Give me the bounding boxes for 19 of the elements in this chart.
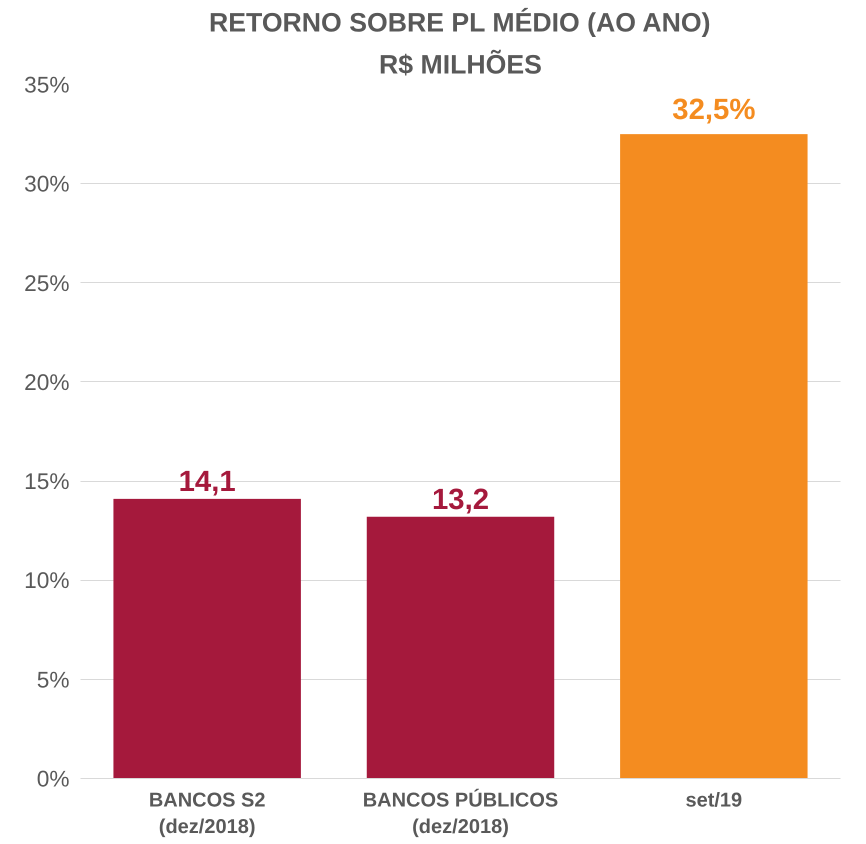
y-tick-label: 20%	[24, 368, 70, 395]
x-tick-label: set/19	[685, 790, 742, 812]
chart-subtitle: R$ MILHÕES	[379, 50, 542, 80]
bar	[620, 134, 808, 778]
data-label: 32,5%	[672, 93, 756, 126]
x-tick-label: BANCOS S2 (dez/2018)	[148, 790, 266, 838]
bar	[113, 498, 301, 778]
y-tick-label: 0%	[36, 766, 70, 792]
data-label: 14,1	[178, 464, 236, 498]
y-tick-label: 10%	[24, 567, 70, 594]
bar	[366, 516, 554, 778]
x-tick-label: BANCOS PÚBLICOS (dez/2018)	[362, 788, 558, 838]
y-tick-label: 15%	[24, 468, 70, 494]
y-tick-label: 25%	[24, 270, 70, 296]
y-tick-label: 5%	[36, 666, 70, 692]
chart-title: RETORNO SOBRE PL MÉDIO (AO ANO)	[208, 8, 711, 38]
y-tick-label: 30%	[24, 170, 70, 197]
data-label: 13,2	[432, 482, 490, 516]
y-tick-label: 35%	[24, 72, 70, 98]
